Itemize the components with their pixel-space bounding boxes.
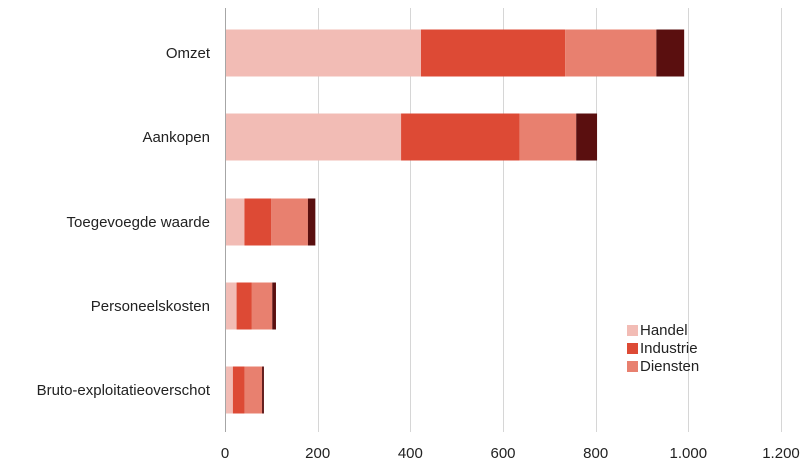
x-tick-label: 200: [305, 445, 330, 462]
bar-segment: [232, 366, 245, 414]
legend-label: Handel: [640, 322, 688, 339]
category-label: Personeelskosten: [91, 298, 210, 315]
bar-segment: [236, 282, 252, 330]
legend-swatch: [627, 361, 638, 372]
x-tick-label: 600: [490, 445, 515, 462]
legend-label: Diensten: [640, 358, 699, 375]
bar-segment: [401, 113, 520, 161]
bar-segment: [272, 282, 276, 330]
x-tick-label: 800: [583, 445, 608, 462]
bar-segment: [225, 113, 402, 161]
bar-segment: [225, 29, 421, 77]
category-labels: Omzet Aankopen Toegevoegde waarde Personeel…: [37, 45, 211, 399]
legend-swatch: [627, 325, 638, 336]
bar-segment: [225, 366, 233, 414]
x-tick-label: 0: [221, 445, 229, 462]
bar-segment: [576, 113, 598, 161]
bar-segment: [271, 198, 308, 246]
bar-segment: [244, 366, 263, 414]
bars: [225, 29, 685, 414]
bar-segment: [251, 282, 273, 330]
x-tick-label: 1.000: [670, 445, 708, 462]
bar-segment: [262, 366, 264, 414]
grid-lines: [318, 8, 782, 432]
legend-swatch: [627, 343, 638, 354]
bar-segment: [225, 198, 245, 246]
category-label: Omzet: [166, 45, 211, 62]
bar-segment: [656, 29, 685, 77]
category-label: Bruto-exploitatieoverschot: [37, 382, 211, 399]
bar-segment: [565, 29, 657, 77]
legend-label: Industrie: [640, 340, 698, 357]
bar-segment: [244, 198, 272, 246]
category-label: Aankopen: [142, 129, 210, 146]
bar-segment: [307, 198, 316, 246]
x-tick-label: 400: [398, 445, 423, 462]
category-label: Toegevoegde waarde: [67, 214, 210, 231]
bar-segment: [519, 113, 577, 161]
bar-segment: [420, 29, 566, 77]
x-tick-labels: 0 200 400 600 800 1.000 1.200: [221, 445, 800, 462]
bar-segment: [225, 282, 237, 330]
x-tick-label: 1.200: [762, 445, 800, 462]
